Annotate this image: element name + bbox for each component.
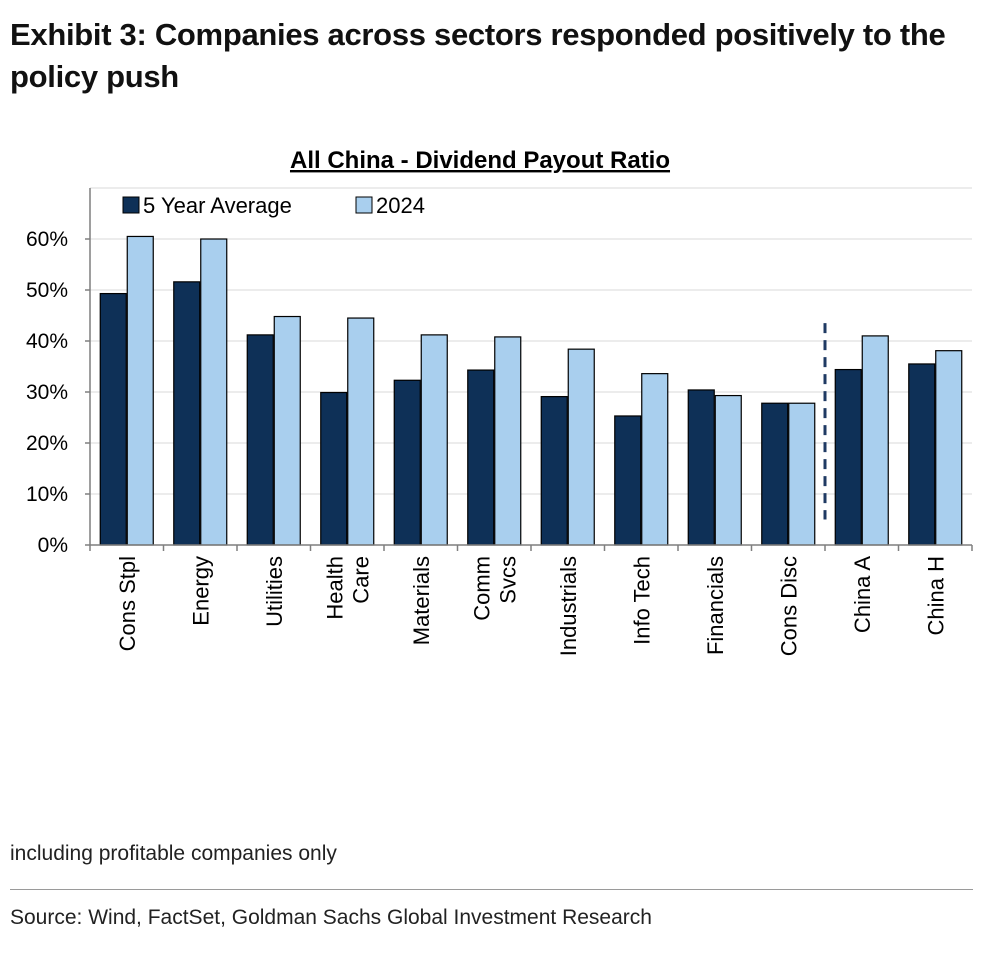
- legend-swatch-0: [122, 196, 140, 214]
- x-tick-label: Health: [322, 556, 347, 620]
- bar-series-2024-3: [347, 317, 375, 546]
- bar-series-2024-0: [126, 235, 154, 546]
- bar-five-year-average-2: [246, 334, 274, 546]
- bar-five-year-average-9: [761, 402, 789, 546]
- y-tick-label: 20%: [26, 432, 68, 455]
- x-tick-label: Comm: [469, 556, 494, 621]
- bar-five-year-average-6: [540, 395, 568, 546]
- bar-series-2024-1: [200, 238, 228, 546]
- tick-labels: 0% 10% 20% 30% 40% 50% 60% Cons Stpl Energy Utili…: [26, 228, 948, 656]
- axes: [85, 188, 973, 551]
- x-tick-label: Energy: [188, 556, 213, 626]
- bar-series-2024-8: [714, 394, 742, 546]
- bar-five-year-average-3: [320, 391, 348, 546]
- chart-title: All China - Dividend Payout Ratio: [290, 147, 670, 174]
- source-note: Source: Wind, FactSet, Goldman Sachs Glo…: [10, 906, 652, 929]
- y-tick-label: 40%: [26, 330, 68, 353]
- bar-series-2024-7: [641, 373, 669, 546]
- x-tick-label: Info Tech: [629, 556, 654, 645]
- bar-series-2024-2: [273, 315, 301, 546]
- bar-series-2024-5: [494, 336, 522, 546]
- x-tick-label: Industrials: [556, 556, 581, 656]
- x-tick-label: Care: [348, 556, 373, 604]
- x-tick-label: Financials: [703, 556, 728, 655]
- x-tick-label: Cons Disc: [776, 556, 801, 656]
- legend-swatch-1: [355, 196, 373, 214]
- bar-series-2024-6: [567, 348, 595, 546]
- x-tick-label: Svcs: [495, 556, 520, 604]
- legend: 5 Year Average 2024: [122, 193, 425, 218]
- footnote: including profitable companies only: [10, 842, 337, 865]
- bar-series-2024-10: [861, 335, 889, 546]
- y-tick-label: 60%: [26, 228, 68, 251]
- y-tick-label: 30%: [26, 381, 68, 404]
- y-tick-label: 0%: [38, 534, 68, 557]
- legend-label-1: 2024: [376, 193, 425, 218]
- gridlines: [90, 187, 972, 495]
- divider: [10, 889, 973, 890]
- exhibit-title: Exhibit 3: Companies across sectors resp…: [10, 17, 946, 94]
- y-tick-label: 10%: [26, 483, 68, 506]
- bar-five-year-average-1: [173, 281, 201, 546]
- x-tick-label: China H: [923, 556, 948, 635]
- bar-five-year-average-8: [687, 389, 715, 546]
- bar-five-year-average-10: [834, 368, 862, 546]
- bar-five-year-average-5: [467, 369, 495, 546]
- bar-series-2024-9: [788, 402, 816, 546]
- bar-five-year-average-0: [99, 292, 127, 546]
- x-tick-label: Materials: [409, 556, 434, 645]
- x-tick-label: Cons Stpl: [115, 556, 140, 651]
- bar-five-year-average-11: [908, 363, 936, 546]
- bar-five-year-average-7: [614, 415, 642, 546]
- bar-five-year-average-4: [393, 379, 421, 546]
- y-tick-label: 50%: [26, 279, 68, 302]
- legend-label-0: 5 Year Average: [143, 193, 292, 218]
- bar-series-2024-11: [935, 350, 963, 546]
- bar-series-2024-4: [420, 334, 448, 546]
- bars: [99, 235, 963, 546]
- x-tick-label: Utilities: [262, 556, 287, 627]
- x-tick-label: China A: [850, 556, 875, 633]
- dividend-payout-chart: All China - Dividend Payout Ratio 0% 10% 2…: [26, 147, 973, 656]
